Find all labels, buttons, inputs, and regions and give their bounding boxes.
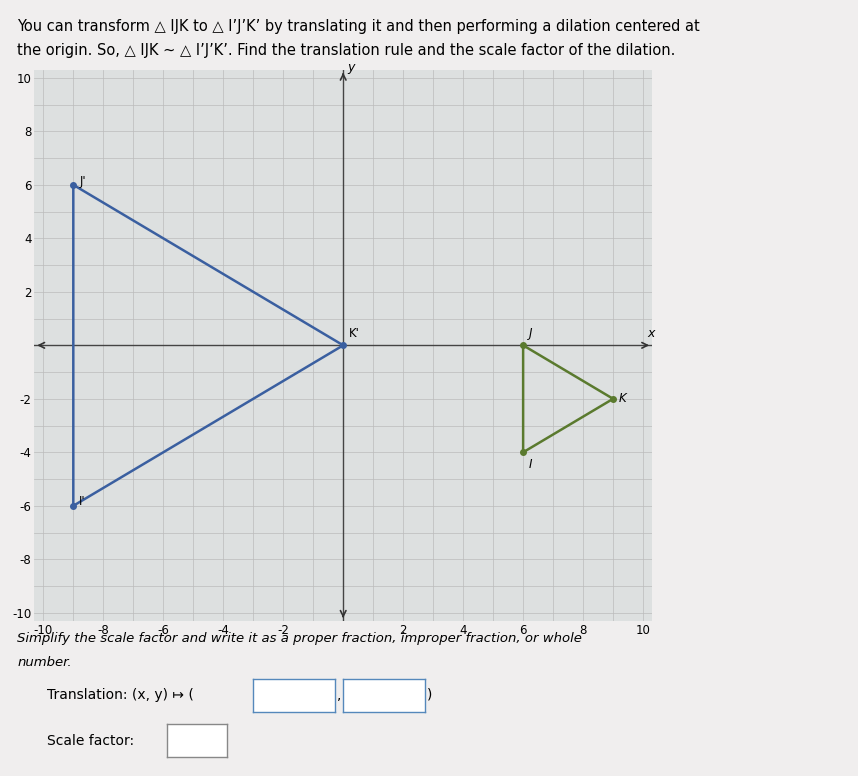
Text: J: J (529, 327, 533, 340)
Text: ): ) (426, 688, 432, 702)
Text: Simplify the scale factor and write it as a proper fraction, improper fraction, : Simplify the scale factor and write it a… (17, 632, 582, 646)
Text: I': I' (79, 495, 86, 508)
Text: Scale factor:: Scale factor: (47, 734, 135, 748)
Text: x: x (648, 327, 655, 340)
Text: the origin. So, △ IJK ~ △ I’J’K’. Find the translation rule and the scale factor: the origin. So, △ IJK ~ △ I’J’K’. Find t… (17, 43, 675, 57)
Text: K': K' (349, 327, 360, 340)
Text: J': J' (79, 175, 86, 188)
Text: number.: number. (17, 656, 72, 669)
Text: K: K (619, 393, 627, 405)
Text: You can transform △ IJK to △ I’J’K’ by translating it and then performing a dila: You can transform △ IJK to △ I’J’K’ by t… (17, 19, 700, 34)
Text: Translation: (x, y) ↦ (: Translation: (x, y) ↦ ( (47, 688, 194, 702)
Text: I: I (529, 458, 533, 471)
Text: y: y (347, 61, 354, 74)
Text: ,: , (337, 688, 341, 702)
